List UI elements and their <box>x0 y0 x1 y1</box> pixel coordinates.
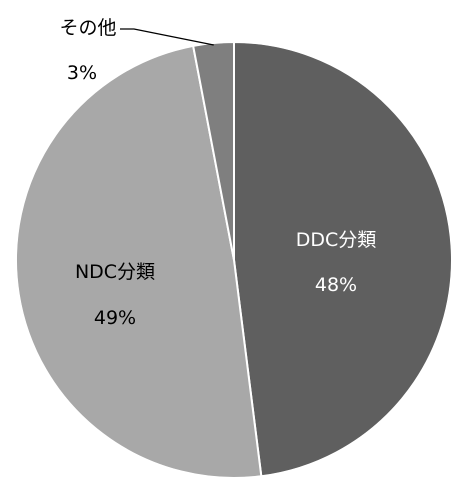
slice-label-value-1: 48% <box>315 274 357 296</box>
slice-label-name-2: NDC分類 <box>75 261 155 283</box>
pie-slice-1 <box>233 40 453 478</box>
slice-label-value-2: 49% <box>94 307 136 329</box>
leader-lines <box>120 28 214 46</box>
slice-label-name-3: その他 <box>59 17 116 39</box>
slice-label-value-3: 3% <box>67 62 97 84</box>
pie-outline <box>15 41 453 479</box>
slice-labels: DDC分類 48% NDC分類 49% その他 3% <box>59 17 376 329</box>
slice-label-name-1: DDC分類 <box>296 229 377 251</box>
leader-line-3 <box>120 28 214 46</box>
pie-slices <box>15 40 453 479</box>
